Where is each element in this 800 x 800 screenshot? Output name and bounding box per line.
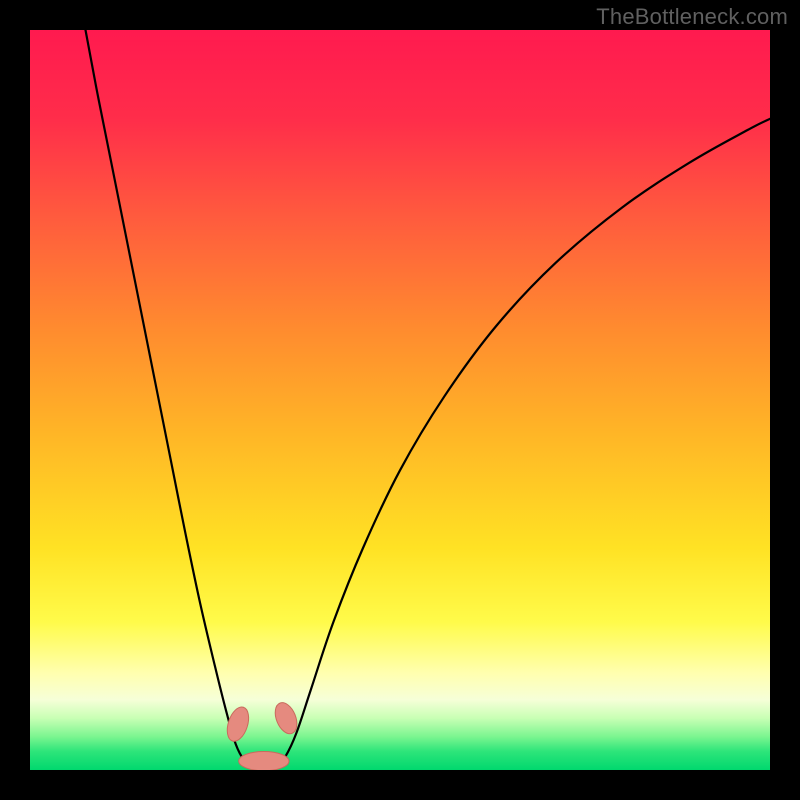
gradient-background (30, 30, 770, 770)
watermark-text: TheBottleneck.com (596, 4, 788, 30)
valley-blob-2 (239, 752, 289, 771)
plot-area (30, 30, 770, 770)
chart-frame: TheBottleneck.com (0, 0, 800, 800)
chart-svg (30, 30, 770, 770)
